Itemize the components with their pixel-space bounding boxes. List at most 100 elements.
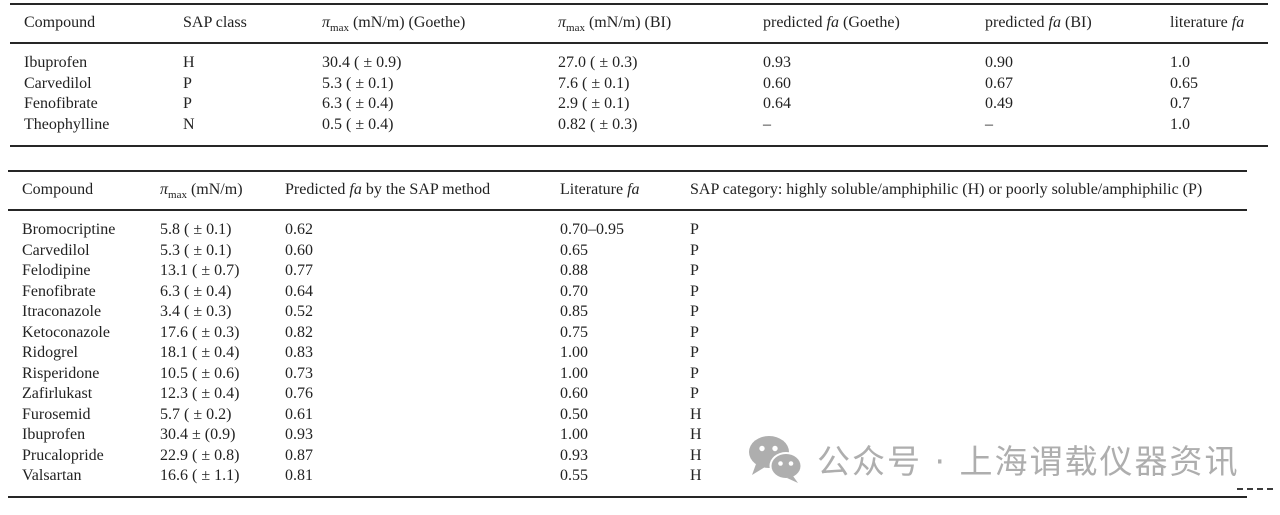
table-cell: P xyxy=(690,364,699,382)
table-cell: 5.3 ( ± 0.1) xyxy=(160,241,232,259)
table-cell: Carvedilol xyxy=(22,241,90,259)
scan-edge-artifact xyxy=(1237,488,1273,490)
table-cell: 0.60 xyxy=(560,385,588,402)
column-header-compound: Compound xyxy=(8,171,160,211)
table-cell: 0.61 xyxy=(285,405,313,423)
table-cell: 7.6 ( ± 0.1) xyxy=(558,74,630,92)
table-cell: 0.83 xyxy=(285,344,313,361)
table-cell: 27.0 ( ± 0.3) xyxy=(558,54,638,71)
table-cell: 0.5 ( ± 0.4) xyxy=(322,115,394,133)
data-table: Compound SAP class πmax (mN/m) (Goethe) … xyxy=(10,3,1268,147)
column-header-pimax-goethe: πmax (mN/m) (Goethe) xyxy=(322,4,558,44)
table-row: Carvedilol P 5.3 ( ± 0.1) 7.6 ( ± 0.1) 0.60 0… xyxy=(10,74,1268,95)
column-header-predicted-fa-bi: predicted fa (BI) xyxy=(985,4,1170,44)
table-cell: 0.50 xyxy=(560,405,588,423)
table-row: Ketoconazole 17.6 ( ± 0.3) 0.82 0.75 P xyxy=(8,323,1247,344)
table-row: Bromocriptine 5.8 ( ± 0.1) 0.62 0.70–0.95 P xyxy=(8,210,1247,241)
table-cell: 0.88 xyxy=(560,262,588,279)
table-cell: 0.60 xyxy=(763,74,791,92)
column-header-predicted-fa-sap: Predicted fa by the SAP method xyxy=(285,171,560,211)
table-cell: 0.62 xyxy=(285,221,313,238)
table-cell: Ibuprofen xyxy=(24,54,88,71)
table-cell: 22.9 ( ± 0.8) xyxy=(160,446,240,464)
table-cell: N xyxy=(183,115,195,133)
table-cell: Itraconazole xyxy=(22,303,102,320)
table-cell: H xyxy=(690,446,702,464)
table-cell: 6.3 ( ± 0.4) xyxy=(160,282,232,300)
table-cell: 3.4 ( ± 0.3) xyxy=(160,303,232,320)
table-cell: 6.3 ( ± 0.4) xyxy=(322,95,394,112)
table-cell: 30.4 ( ± 0.9) xyxy=(322,54,402,71)
table-cell: Risperidone xyxy=(22,364,100,382)
table-cell: 0.75 xyxy=(560,323,588,341)
table-cell: 5.7 ( ± 0.2) xyxy=(160,405,232,423)
table-sap-method-results: Compound πmax (mN/m) Predicted fa by the… xyxy=(8,170,1247,498)
table-cell: 18.1 ( ± 0.4) xyxy=(160,344,240,361)
table-cell: 0.70–0.95 xyxy=(560,221,624,238)
table-cell: H xyxy=(183,54,195,71)
table-cell: Prucalopride xyxy=(22,446,104,464)
table-cell: 0.64 xyxy=(285,282,313,300)
table-row: Theophylline N 0.5 ( ± 0.4) 0.82 ( ± 0.3) – –… xyxy=(10,115,1268,147)
table-row: Felodipine 13.1 ( ± 0.7) 0.77 0.88 P xyxy=(8,261,1247,282)
table-cell: Ketoconazole xyxy=(22,323,110,341)
table-cell: 0.76 xyxy=(285,385,313,402)
column-header-compound: Compound xyxy=(10,4,183,44)
table-cell: 0.93 xyxy=(285,426,313,443)
table-cell: – xyxy=(763,115,771,133)
table-cell: 0.90 xyxy=(985,54,1013,71)
table-cell: 0.70 xyxy=(560,282,588,300)
table-cell: H xyxy=(690,405,702,423)
table-cell: 17.6 ( ± 0.3) xyxy=(160,323,240,341)
table-cell: Bromocriptine xyxy=(22,221,116,238)
table-cell: P xyxy=(690,303,699,320)
column-header-pimax: πmax (mN/m) xyxy=(160,171,285,211)
table-row: Carvedilol 5.3 ( ± 0.1) 0.60 0.65 P xyxy=(8,241,1247,262)
table-cell: 2.9 ( ± 0.1) xyxy=(558,95,630,112)
table-cell: 0.85 xyxy=(560,303,588,320)
table-cell: 0.65 xyxy=(560,241,588,259)
table-cell: 5.3 ( ± 0.1) xyxy=(322,74,394,92)
table-cell: 30.4 ± (0.9) xyxy=(160,426,236,443)
table-cell: Ridogrel xyxy=(22,344,78,361)
column-header-pimax-bi: πmax (mN/m) (BI) xyxy=(558,4,763,44)
table-predicted-fa-goethe-bi: Compound SAP class πmax (mN/m) (Goethe) … xyxy=(10,3,1268,147)
table-cell: 1.00 xyxy=(560,344,588,361)
table-cell: P xyxy=(690,344,699,361)
data-table: Compound πmax (mN/m) Predicted fa by the… xyxy=(8,170,1247,498)
table-cell: P xyxy=(183,74,192,92)
table-cell: P xyxy=(183,95,192,112)
table-cell: P xyxy=(690,323,699,341)
table-cell: 0.81 xyxy=(285,467,313,484)
table-cell: Ibuprofen xyxy=(22,426,86,443)
table-cell: 0.60 xyxy=(285,241,313,259)
column-header-literature-fa: literature fa xyxy=(1170,4,1268,44)
table-cell: 1.0 xyxy=(1170,54,1190,71)
table-cell: 0.93 xyxy=(763,54,791,71)
table-row: Fenofibrate P 6.3 ( ± 0.4) 2.9 ( ± 0.1) 0.64… xyxy=(10,94,1268,115)
table-cell: Zafirlukast xyxy=(22,385,93,402)
table-row: Prucalopride 22.9 ( ± 0.8) 0.87 0.93 H xyxy=(8,446,1247,467)
table-row: Risperidone 10.5 ( ± 0.6) 0.73 1.00 P xyxy=(8,364,1247,385)
table-cell: P xyxy=(690,221,699,238)
table-cell: 0.67 xyxy=(985,74,1013,92)
table-cell: P xyxy=(690,241,699,259)
table-cell: 10.5 ( ± 0.6) xyxy=(160,364,240,382)
table-cell: 0.64 xyxy=(763,95,791,112)
table-cell: 16.6 ( ± 1.1) xyxy=(160,467,240,484)
table-cell: 0.65 xyxy=(1170,74,1198,92)
table-row: Zafirlukast 12.3 ( ± 0.4) 0.76 0.60 P xyxy=(8,384,1247,405)
table-body: Bromocriptine 5.8 ( ± 0.1) 0.62 0.70–0.95 P C… xyxy=(8,210,1247,497)
column-header-sap-class: SAP class xyxy=(183,4,322,44)
table-cell: Fenofibrate xyxy=(22,282,96,300)
table-cell: 0.87 xyxy=(285,446,313,464)
table-cell: Carvedilol xyxy=(24,74,92,92)
table-row: Valsartan 16.6 ( ± 1.1) 0.81 0.55 H xyxy=(8,466,1247,497)
table-cell: 13.1 ( ± 0.7) xyxy=(160,262,240,279)
table-cell: – xyxy=(985,115,993,133)
table-cell: 0.52 xyxy=(285,303,313,320)
table-cell: 0.82 ( ± 0.3) xyxy=(558,115,638,133)
table-cell: Furosemid xyxy=(22,405,91,423)
table-cell: 1.00 xyxy=(560,364,588,382)
column-header-sap-category: SAP category: highly soluble/amphiphilic… xyxy=(690,171,1247,211)
